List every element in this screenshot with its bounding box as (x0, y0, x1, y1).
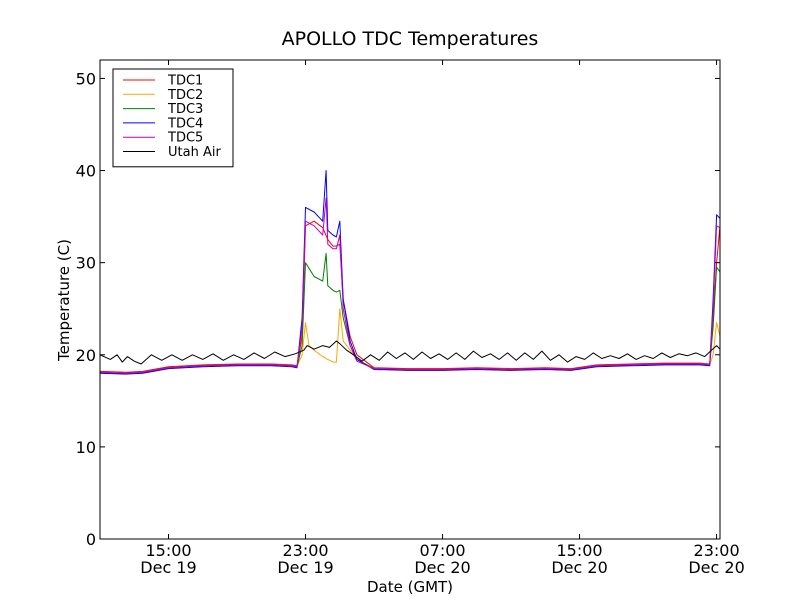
legend-label: TDC4 (167, 116, 203, 131)
legend-label: TDC5 (167, 131, 203, 146)
series-line-tdc5 (100, 197, 720, 374)
x-tick-label-date: Dec 20 (414, 558, 470, 577)
x-tick-label-time: 07:00 (419, 541, 465, 560)
y-tick-label: 40 (76, 162, 96, 181)
x-tick-label-date: Dec 20 (688, 558, 744, 577)
y-axis-label: Temperature (C) (55, 239, 73, 362)
x-tick-label-date: Dec 19 (140, 558, 196, 577)
series-line-tdc4 (100, 170, 720, 375)
x-tick-label-date: Dec 19 (277, 558, 333, 577)
x-tick-label-time: 23:00 (694, 541, 740, 560)
x-tick-label-time: 15:00 (557, 541, 603, 560)
y-tick-label: 30 (76, 254, 96, 273)
legend-label: Utah Air (168, 145, 221, 160)
legend-label: TDC2 (167, 88, 203, 103)
y-tick-label: 50 (76, 69, 96, 88)
y-tick-label: 0 (86, 530, 96, 549)
legend-label: TDC1 (167, 74, 203, 89)
plot-frame (99, 59, 721, 540)
x-tick-label-time: 15:00 (145, 541, 191, 560)
y-tick-label: 10 (76, 438, 96, 457)
series-line-utah-air (100, 340, 720, 365)
x-tick-label-date: Dec 20 (551, 558, 607, 577)
y-tick-label: 20 (76, 346, 96, 365)
legend-label: TDC3 (167, 102, 203, 117)
legend-box (112, 68, 234, 168)
plot-area (100, 170, 720, 375)
y-axis-ticks: 0 10 20 30 40 50 (76, 69, 720, 549)
x-axis-label: Date (GMT) (367, 578, 453, 596)
chart-title: APOLLO TDC Temperatures (282, 28, 539, 50)
x-tick-label-time: 23:00 (282, 541, 328, 560)
